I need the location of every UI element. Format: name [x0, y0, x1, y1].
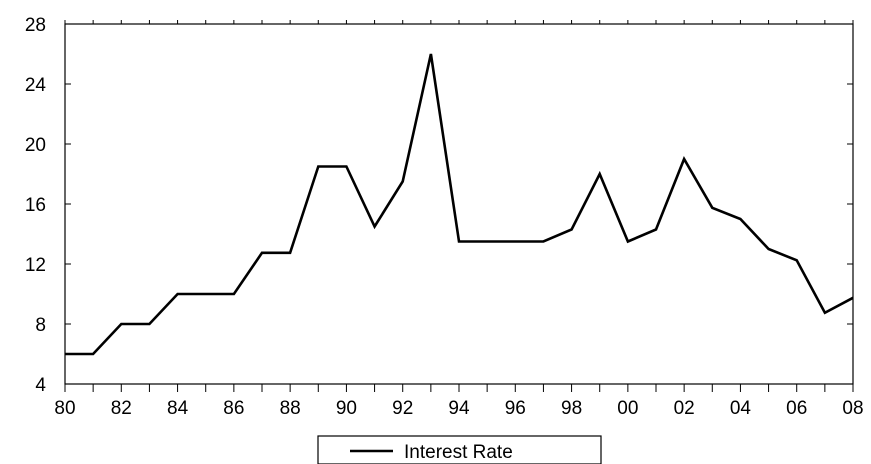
- y-tick-label: 4: [35, 375, 46, 396]
- x-tick-label: 84: [167, 398, 189, 419]
- y-tick-label: 24: [25, 75, 47, 96]
- x-tick-label: 88: [280, 398, 301, 419]
- series-line: [65, 53, 854, 356]
- x-tick-label: 86: [223, 398, 244, 419]
- y-tick-label: 8: [35, 315, 46, 336]
- y-tick-label: 20: [25, 135, 46, 156]
- x-tick-label: 00: [617, 398, 638, 419]
- x-tick-label: 92: [392, 398, 413, 419]
- y-tick-label: 28: [25, 15, 46, 36]
- x-tick-label: 02: [674, 398, 695, 419]
- series-group: [65, 53, 854, 356]
- x-axis: 80 82 84 86 88 90 92 94 96 98 00 02 04 06 08: [54, 20, 864, 419]
- legend-label: Interest Rate: [404, 442, 513, 463]
- x-tick-label: 94: [448, 398, 470, 419]
- y-tick-label: 12: [25, 255, 46, 276]
- x-tick-label: 80: [54, 398, 75, 419]
- x-tick-label: 08: [842, 398, 863, 419]
- x-tick-label: 82: [111, 398, 132, 419]
- x-tick-label: 90: [336, 398, 357, 419]
- y-axis: 4 8 12 16 20 24 28: [25, 15, 853, 396]
- x-tick-label: 04: [730, 398, 752, 419]
- y-tick-label: 16: [25, 195, 46, 216]
- plot-frame: [64, 23, 854, 385]
- legend: Interest Rate: [317, 435, 602, 464]
- x-tick-label: 06: [786, 398, 807, 419]
- x-tick-label: 98: [561, 398, 582, 419]
- x-tick-label: 96: [505, 398, 526, 419]
